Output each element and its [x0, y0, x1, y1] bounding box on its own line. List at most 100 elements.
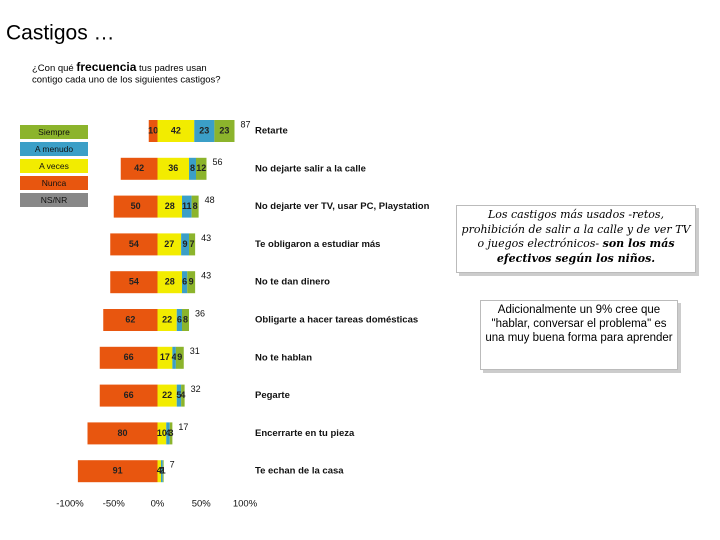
bar-segment [157, 120, 195, 142]
note-text: Adicionalmente un 9% cree que "hablar, c… [485, 304, 673, 344]
x-tick-label: 0% [151, 499, 165, 510]
x-tick-label: -100% [56, 499, 84, 510]
segment-label: 4 [180, 390, 185, 400]
note-box: Los castigos más usados -retos, prohibic… [456, 205, 696, 273]
bar-segment [189, 233, 196, 256]
bar-segment [169, 422, 173, 445]
total-label: 56 [213, 157, 223, 167]
legend-swatch [20, 159, 88, 173]
note-text: Los castigos más usados -retos, prohibic… [461, 208, 691, 250]
segment-label: 6 [177, 314, 182, 324]
segment-label: 9 [189, 277, 194, 287]
legend-label: A menudo [35, 144, 74, 154]
bar-segment [110, 233, 158, 256]
segment-label: 54 [129, 239, 139, 249]
category-label: Pegarte [255, 390, 290, 401]
x-tick-label: 50% [192, 499, 212, 510]
bar-segment [187, 271, 196, 294]
legend-label: A veces [39, 161, 69, 171]
bar-segment [157, 271, 182, 294]
total-label: 7 [170, 460, 175, 470]
segment-label: 42 [134, 163, 144, 173]
segment-label: 11 [182, 201, 192, 211]
segment-label: 54 [129, 277, 139, 287]
bar-segment [182, 309, 189, 331]
segment-label: 62 [125, 314, 135, 324]
bar-segment [175, 346, 184, 369]
legend-swatch [20, 142, 88, 156]
bar-segment [120, 157, 158, 180]
segment-label: 5 [176, 390, 181, 400]
note-text: son los más efectivos según los niños. [496, 237, 675, 265]
category-label: Obligarte a hacer tareas domésticas [255, 315, 418, 326]
category-label: Te echan de la casa [255, 466, 344, 477]
segment-label: 9 [177, 352, 182, 362]
bar-segment [157, 195, 182, 218]
total-label: 48 [205, 195, 215, 205]
legend-label: Siempre [38, 127, 70, 137]
bar-segment [189, 157, 196, 180]
legend-swatch [20, 193, 88, 207]
segment-label: 27 [164, 239, 174, 249]
legend-label: NS/NR [41, 195, 67, 205]
total-label: 31 [190, 346, 200, 356]
segment-label: 6 [182, 277, 187, 287]
segment-label: 80 [117, 428, 127, 438]
bar-segment [157, 460, 161, 483]
bar-segment [181, 233, 189, 256]
bar-segment [162, 460, 164, 483]
bar-segment [214, 120, 235, 142]
segment-label: 1 [161, 466, 166, 476]
subtitle: contigo cada uno de los siguientes casti… [32, 75, 221, 86]
bar-segment [77, 460, 158, 483]
legend-swatch [20, 176, 88, 190]
bar-segment [194, 120, 215, 142]
segment-label: 2 [159, 466, 164, 476]
category-label: Encerrarte en tu pieza [255, 428, 355, 439]
total-label: 36 [195, 308, 205, 318]
category-label: Retarte [255, 126, 288, 137]
segment-label: 66 [124, 352, 134, 362]
bar-segment [191, 195, 199, 218]
bar-segment [157, 309, 177, 331]
bar-segment [113, 195, 158, 218]
bar-segment [110, 271, 158, 294]
segment-label: 12 [196, 163, 206, 173]
segment-label: 22 [162, 390, 172, 400]
segment-label: 28 [165, 201, 175, 211]
segment-label: 91 [113, 466, 123, 476]
bar-segment [176, 309, 182, 331]
legend-swatch [20, 125, 88, 139]
segment-label: 23 [219, 125, 229, 135]
segment-label: 10 [148, 125, 158, 135]
segment-label: 4 [165, 428, 170, 438]
bar-segment [161, 460, 163, 483]
bar-segment [157, 422, 167, 445]
segment-label: 9 [183, 239, 188, 249]
bar-segment [103, 309, 158, 331]
segment-label: 22 [162, 314, 172, 324]
segment-label: 42 [171, 125, 181, 135]
segment-label: 4 [172, 352, 177, 362]
bar-segment [182, 271, 188, 294]
bar-segment [99, 346, 158, 369]
bar-segment [196, 157, 207, 180]
total-label: 32 [191, 384, 201, 394]
bar-segment [157, 346, 173, 369]
segment-label: 3 [169, 428, 174, 438]
bar-segment [181, 384, 185, 407]
subtitle: ¿Con qué frecuencia tus padres usan [32, 60, 207, 74]
legend-label: Nunca [42, 178, 67, 188]
segment-label: 8 [193, 201, 198, 211]
chart-title: Castigos … [6, 22, 115, 45]
segment-label: 8 [183, 314, 188, 324]
segment-label: 36 [168, 163, 178, 173]
segment-label: 66 [124, 390, 134, 400]
segment-label: 4 [157, 466, 162, 476]
category-label: No te hablan [255, 352, 312, 363]
segment-label: 50 [131, 201, 141, 211]
category-label: No te dan dinero [255, 277, 330, 288]
bar-segment [157, 233, 182, 256]
